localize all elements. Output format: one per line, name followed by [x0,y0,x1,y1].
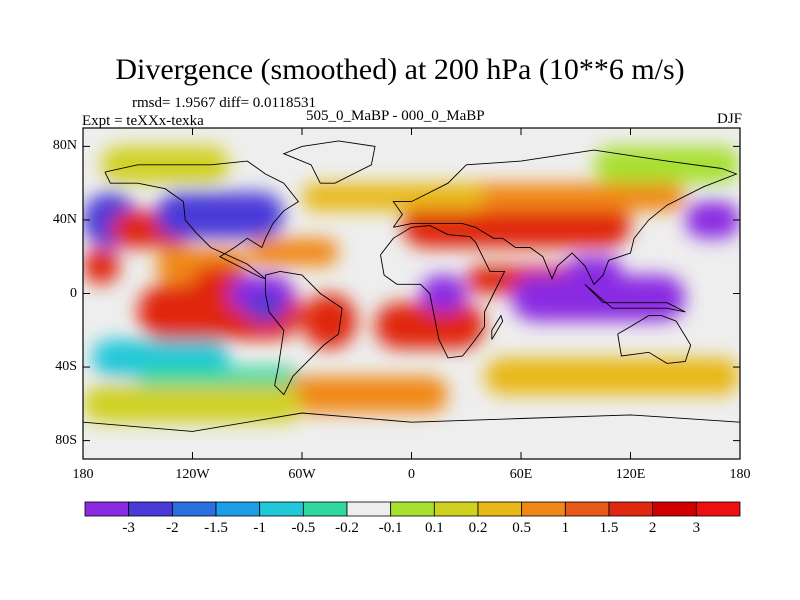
lon-tick-label: 0 [408,467,415,482]
coastline-1 [265,270,343,396]
field-region-purple [420,275,467,312]
lat-tick-label: 40N [52,211,77,227]
coastline-5 [282,140,376,184]
colorbar-label: -0.2 [335,520,359,536]
coastline-7 [491,314,504,340]
colorbar-label: 1 [561,520,570,536]
colorbar [84,501,741,517]
field-region-orange [448,183,686,211]
field-region-red [83,247,120,285]
colorbar-swatch [564,501,610,517]
colorbar-label: 2 [648,520,657,536]
colorbar-label: -0.1 [378,520,403,536]
coastline-6 [83,412,740,432]
colorbar-swatch [171,501,217,517]
colorbar-label: 0.2 [468,520,488,536]
lon-tick-label: 120E [615,467,646,482]
field-region-purple [566,256,622,285]
field-region-lgreen [594,146,740,184]
colorbar-swatch [652,501,697,517]
colorbar-label: -1.5 [204,520,228,536]
colorbar-label: 0.1 [424,520,444,536]
plot-title: Divergence (smoothed) at 200 hPa (10**6 … [115,53,685,86]
comparison-label: 505_0_MaBP - 000_0_MaBP [306,108,485,124]
lat-tick-label: 80N [52,138,77,154]
coastline-2 [392,149,738,286]
colorbar-swatch [215,501,261,517]
field-region-gold [484,357,740,395]
lon-tick-label: 180 [72,467,94,482]
lon-tick-label: 60E [509,467,533,482]
lon-tick-label: 60W [288,467,316,482]
colorbar-label: 0.5 [512,520,532,536]
season-label: DJF [716,111,742,127]
colorbar-swatch [346,501,392,517]
colorbar-swatch [695,501,741,517]
field-region-blue [156,192,284,239]
colorbar-label: -1 [253,520,266,536]
colorbar-swatch [259,501,304,517]
colorbar-label: 3 [692,520,701,536]
field-region-orange [247,238,339,266]
coastline-3 [380,225,506,359]
colorbar-swatch [477,501,523,517]
colorbar-swatch [84,501,130,517]
colorbar-swatch [521,501,566,517]
lon-tick-label: 180 [729,467,751,482]
coastlines [83,140,740,432]
colorbar-label: -2 [166,520,179,536]
field-region-yellow [83,385,302,423]
field-region-blue [247,293,284,322]
lat-tick-label: 40S [55,359,77,375]
field-region-red [302,293,357,349]
colorbar-label: -0.5 [291,520,316,536]
colorbar-swatch [390,501,435,517]
colorbar-label: 1.5 [599,520,619,536]
coastline-0 [104,160,300,280]
field-region-orange [283,376,448,414]
field-region-gold [302,183,485,211]
colorbar-swatch [128,501,173,517]
lat-tick-label: 80S [55,432,77,448]
colorbar-label: -3 [122,520,135,536]
coastline-8 [584,283,686,313]
field-region-red [375,302,485,349]
axis-ticks [82,128,741,459]
lat-tick-label: 0 [70,285,77,301]
stats-label: rmsd= 1.9567 diff= 0.0118531 [132,95,316,111]
colorbar-swatch [302,501,348,517]
colorbar-swatch [433,501,479,517]
field-region-purple [685,201,740,239]
experiment-label: Expt = teXXx-texka [82,113,204,129]
lon-tick-label: 120W [175,467,210,482]
coastline-4 [617,315,692,364]
colorbar-swatch [608,501,654,517]
